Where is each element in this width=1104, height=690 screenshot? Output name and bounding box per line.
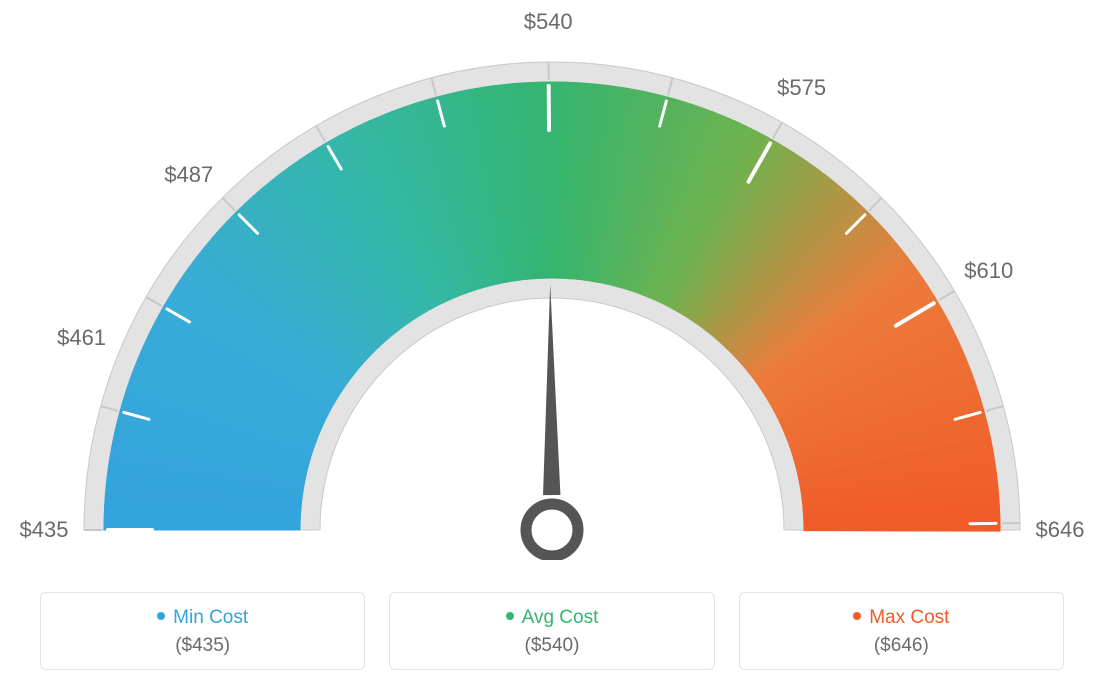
gauge-svg <box>0 0 1104 560</box>
gauge-tick-label: $540 <box>524 9 573 35</box>
gauge-tick-label: $610 <box>964 258 1013 284</box>
gauge-tick-label: $487 <box>164 162 213 188</box>
legend-value: ($646) <box>750 635 1053 657</box>
gauge-tick-label: $435 <box>20 517 69 543</box>
legend-dot-icon <box>157 612 165 620</box>
legend-title: Min Cost <box>51 607 354 629</box>
legend-card-min: Min Cost ($435) <box>40 592 365 670</box>
gauge-tick-label: $461 <box>57 325 106 351</box>
legend-title-text: Min Cost <box>173 607 248 628</box>
legend-title-text: Max Cost <box>869 607 949 628</box>
legend-card-avg: Avg Cost ($540) <box>389 592 714 670</box>
legend-value: ($435) <box>51 635 354 657</box>
gauge-tick-label: $575 <box>777 75 826 101</box>
gauge-tick-label: $646 <box>1036 517 1085 543</box>
legend-title-text: Avg Cost <box>522 607 599 628</box>
legend-title: Max Cost <box>750 607 1053 629</box>
gauge-needle-hub <box>526 504 578 556</box>
legend-dot-icon <box>853 612 861 620</box>
legend-row: Min Cost ($435) Avg Cost ($540) Max Cost ($64… <box>0 592 1104 670</box>
gauge-needle <box>543 284 560 495</box>
gauge-chart: $435 $461 $487 $540 $575 $610 $646 <box>0 0 1104 560</box>
legend-title: Avg Cost <box>400 607 703 629</box>
legend-dot-icon <box>506 612 514 620</box>
legend-value: ($540) <box>400 635 703 657</box>
legend-card-max: Max Cost ($646) <box>739 592 1064 670</box>
